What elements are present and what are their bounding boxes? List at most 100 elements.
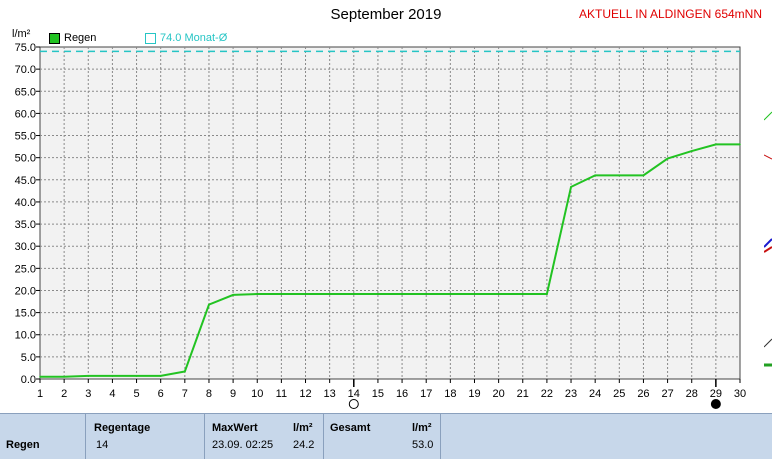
maxwert-cell: MaxWert l/m² 23.09. 02:25 24.2 xyxy=(205,414,324,459)
y-tick-label: 10.0 xyxy=(15,330,36,342)
new-moon-icon xyxy=(710,399,721,409)
maxwert-unit: l/m² xyxy=(293,422,313,434)
data-point xyxy=(159,375,162,377)
data-point xyxy=(739,143,741,146)
maxwert-header: MaxWert xyxy=(212,422,258,434)
x-tick-label: 7 xyxy=(182,388,188,400)
data-point xyxy=(184,370,186,373)
side-strip xyxy=(763,60,772,413)
data-point xyxy=(521,293,524,295)
gesamt-header: Gesamt xyxy=(330,422,371,434)
data-point xyxy=(449,293,452,295)
legend-series-label: Regen xyxy=(64,32,97,44)
strip-mark xyxy=(763,338,772,348)
y-tick-label: 30.0 xyxy=(15,241,36,253)
data-point xyxy=(618,174,621,177)
y-tick-label: 20.0 xyxy=(15,285,36,297)
data-point xyxy=(642,174,645,177)
data-point xyxy=(473,293,476,295)
x-tick-label: 10 xyxy=(251,388,263,400)
station-label: AKTUELL IN ALDINGEN 654mNN xyxy=(579,7,762,21)
x-tick-label: 16 xyxy=(396,388,408,400)
data-point xyxy=(87,375,90,377)
data-point xyxy=(304,293,307,295)
data-point xyxy=(690,150,693,152)
data-point xyxy=(352,293,355,295)
x-tick-label: 20 xyxy=(492,388,504,400)
side-strip-marks xyxy=(763,111,772,367)
legend-series: Regen xyxy=(49,32,96,44)
y-tick-label: 0.0 xyxy=(21,374,36,386)
x-tick-label: 12 xyxy=(299,388,311,400)
x-tick-label: 26 xyxy=(637,388,649,400)
strip-mark xyxy=(763,238,772,248)
stats-panel: Regen Regentage 14 MaxWert l/m² 23.09. 0… xyxy=(0,413,772,459)
stats-row-label-cell: Regen xyxy=(0,414,86,459)
strip-mark xyxy=(763,154,772,160)
y-axis-unit: l/m² xyxy=(12,28,31,40)
strip-mark xyxy=(763,111,772,121)
x-tick-label: 19 xyxy=(468,388,480,400)
x-tick-label: 1 xyxy=(37,388,43,400)
data-point xyxy=(377,293,379,295)
x-tick-label: 6 xyxy=(158,388,164,400)
y-tick-label: 15.0 xyxy=(15,308,36,320)
plot-area xyxy=(39,46,741,380)
data-point xyxy=(715,143,717,146)
maxwert-value: 24.2 xyxy=(293,439,315,451)
x-tick-label: 24 xyxy=(589,388,601,400)
data-point xyxy=(497,293,500,295)
series-line-regen xyxy=(40,143,740,378)
gesamt-value: 53.0 xyxy=(412,439,434,451)
y-tick-label: 70.0 xyxy=(15,64,36,76)
data-point xyxy=(135,375,138,377)
y-tick-label: 45.0 xyxy=(15,175,36,187)
gesamt-cell: Gesamt l/m² 53.0 xyxy=(324,414,441,459)
x-tick-label: 25 xyxy=(613,388,625,400)
y-tick-label: 35.0 xyxy=(15,219,36,231)
regentage-value: 14 xyxy=(96,439,109,451)
data-point xyxy=(666,157,669,160)
x-tick-label: 15 xyxy=(372,388,384,400)
x-tick-label: 21 xyxy=(517,388,529,400)
series-swatch-icon xyxy=(49,32,60,44)
x-tick-label: 8 xyxy=(206,388,212,400)
data-point xyxy=(594,174,596,177)
regentage-cell: Regentage 14 xyxy=(86,414,205,459)
y-tick-label: 25.0 xyxy=(15,263,36,275)
x-tick-label: 18 xyxy=(444,388,456,400)
x-tick-label: 30 xyxy=(734,388,746,400)
full-moon-icon xyxy=(348,399,359,409)
regentage-header: Regentage xyxy=(94,422,151,434)
y-tick-label: 40.0 xyxy=(15,197,36,209)
x-axis: 1 2 3 4 5 6 7 8 9 10 11 12 13 14 15 16 17 18 19 20 21 22 23 24 2… xyxy=(37,379,746,400)
y-tick-label: 50.0 xyxy=(15,153,36,165)
x-tick-label: 29 xyxy=(710,388,722,400)
data-point xyxy=(256,293,259,295)
data-point xyxy=(546,293,548,295)
x-tick-label: 13 xyxy=(324,388,336,400)
data-point xyxy=(39,375,41,378)
rain-chart: 0.0 5.0 10.0 15.0 20.0 25.0 30.0 35.0 40.0 45.0 50… xyxy=(15,42,746,409)
strip-mark xyxy=(763,246,772,253)
data-point xyxy=(280,293,283,295)
x-tick-label: 22 xyxy=(541,388,553,400)
x-tick-label: 3 xyxy=(85,388,91,400)
maxwert-date: 23.09. 02:25 xyxy=(212,439,274,451)
moon-phases xyxy=(348,379,721,409)
x-tick-label: 14 xyxy=(348,388,360,400)
grid xyxy=(40,47,740,379)
legend-reference: 74.0 Monat-Ø xyxy=(145,32,227,44)
x-tick-label: 9 xyxy=(230,388,236,400)
legend-reference-label: 74.0 Monat-Ø xyxy=(160,32,228,44)
x-tick-label: 23 xyxy=(565,388,577,400)
series-group xyxy=(39,143,741,378)
data-point xyxy=(401,293,403,295)
x-tick-label: 17 xyxy=(420,388,432,400)
data-point xyxy=(208,303,210,306)
data-point xyxy=(63,375,65,378)
y-axis: 0.0 5.0 10.0 15.0 20.0 25.0 30.0 35.0 40.0 45.0 50… xyxy=(15,42,40,386)
data-point xyxy=(570,186,572,188)
stats-row-label: Regen xyxy=(6,439,40,451)
y-tick-label: 75.0 xyxy=(15,42,36,54)
